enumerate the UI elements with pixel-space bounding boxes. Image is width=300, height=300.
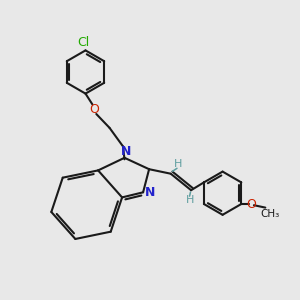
Text: O: O [89, 103, 99, 116]
Text: CH₃: CH₃ [261, 209, 280, 219]
Text: H: H [185, 195, 194, 206]
Text: Cl: Cl [77, 35, 89, 49]
Text: N: N [121, 145, 131, 158]
Text: N: N [145, 186, 155, 200]
Text: O: O [247, 197, 256, 211]
Text: H: H [174, 159, 182, 169]
